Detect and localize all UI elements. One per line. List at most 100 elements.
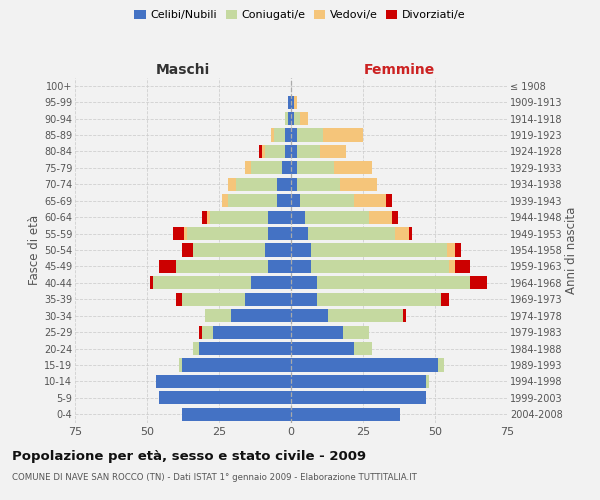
Bar (285, 128, 291, 141)
Text: Femmine: Femmine (364, 64, 434, 78)
Bar (323, 128, 363, 141)
Bar (455, 260, 470, 273)
Bar (297, 178, 340, 191)
Bar (449, 260, 455, 273)
Bar (427, 375, 429, 388)
Bar (369, 210, 392, 224)
Bar (288, 96, 291, 108)
Bar (297, 162, 334, 174)
Bar (291, 276, 317, 289)
Bar (299, 112, 308, 125)
Bar (283, 162, 291, 174)
Bar (182, 292, 245, 306)
Bar (291, 210, 305, 224)
Bar (245, 292, 291, 306)
Bar (395, 227, 409, 240)
Bar (291, 145, 297, 158)
Bar (265, 145, 285, 158)
Bar (259, 145, 262, 158)
Bar (236, 178, 277, 191)
Bar (291, 326, 343, 338)
Bar (150, 276, 153, 289)
Bar (155, 375, 291, 388)
Bar (176, 292, 182, 306)
Bar (409, 227, 412, 240)
Bar (285, 145, 291, 158)
Bar (291, 408, 400, 421)
Bar (251, 276, 291, 289)
Bar (271, 128, 274, 141)
Bar (446, 244, 455, 256)
Bar (184, 227, 187, 240)
Bar (265, 244, 291, 256)
Bar (299, 194, 355, 207)
Bar (202, 326, 213, 338)
Bar (328, 309, 403, 322)
Bar (262, 145, 265, 158)
Bar (182, 358, 291, 372)
Bar (158, 392, 291, 404)
Bar (205, 309, 230, 322)
Bar (268, 210, 291, 224)
Bar (334, 162, 371, 174)
Bar (213, 326, 291, 338)
Bar (311, 244, 446, 256)
Bar (227, 194, 277, 207)
Bar (311, 260, 449, 273)
Y-axis label: Fasce di età: Fasce di età (28, 215, 41, 285)
Bar (291, 260, 311, 273)
Bar (208, 210, 211, 224)
Bar (202, 210, 208, 224)
Bar (343, 326, 369, 338)
Bar (173, 227, 184, 240)
Bar (153, 276, 251, 289)
Bar (386, 194, 392, 207)
Text: Popolazione per età, sesso e stato civile - 2009: Popolazione per età, sesso e stato civil… (12, 450, 366, 463)
Bar (211, 210, 268, 224)
Bar (392, 210, 398, 224)
Bar (291, 392, 427, 404)
Bar (277, 194, 291, 207)
Bar (291, 358, 438, 372)
Bar (308, 227, 395, 240)
Bar (274, 128, 285, 141)
Bar (199, 326, 202, 338)
Bar (251, 162, 283, 174)
Text: COMUNE DI NAVE SAN ROCCO (TN) - Dati ISTAT 1° gennaio 2009 - Elaborazione TUTTIT: COMUNE DI NAVE SAN ROCCO (TN) - Dati IST… (12, 472, 417, 482)
Bar (291, 309, 328, 322)
Bar (193, 244, 265, 256)
Bar (291, 292, 317, 306)
Bar (182, 408, 291, 421)
Bar (294, 96, 297, 108)
Bar (305, 210, 369, 224)
Bar (355, 342, 371, 355)
Legend: Celibi/Nubili, Coniugati/e, Vedovi/e, Divorziati/e: Celibi/Nubili, Coniugati/e, Vedovi/e, Di… (130, 6, 470, 25)
Bar (268, 227, 291, 240)
Bar (291, 162, 297, 174)
Bar (297, 145, 320, 158)
Bar (291, 342, 355, 355)
Bar (179, 358, 182, 372)
Bar (288, 112, 291, 125)
Y-axis label: Anni di nascita: Anni di nascita (565, 206, 578, 294)
Bar (291, 244, 311, 256)
Bar (176, 260, 268, 273)
Bar (187, 227, 268, 240)
Bar (277, 178, 291, 191)
Bar (245, 162, 251, 174)
Bar (340, 178, 377, 191)
Bar (291, 128, 297, 141)
Bar (285, 112, 288, 125)
Bar (297, 128, 323, 141)
Bar (193, 342, 199, 355)
Bar (199, 342, 291, 355)
Bar (403, 309, 406, 322)
Bar (291, 178, 297, 191)
Bar (355, 194, 386, 207)
Bar (222, 194, 227, 207)
Bar (291, 112, 294, 125)
Bar (291, 375, 427, 388)
Bar (294, 112, 299, 125)
Bar (291, 227, 308, 240)
Bar (317, 276, 470, 289)
